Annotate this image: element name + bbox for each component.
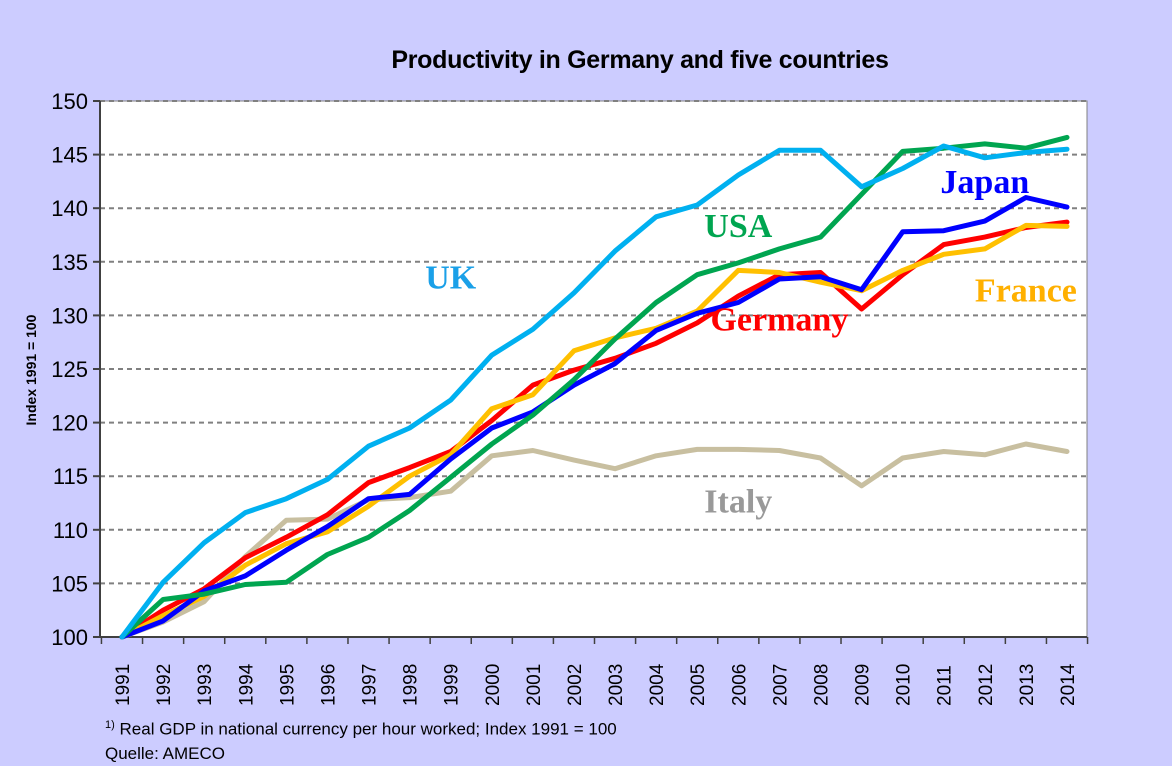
series-line-italy [119, 441, 1070, 640]
series-label-france: France [975, 272, 1077, 309]
series-label-japan: Japan [940, 164, 1029, 201]
x-tick-label: 1996 [318, 664, 339, 706]
series-label-italy: Italy [704, 484, 772, 521]
series-label-germany: Germany [710, 301, 848, 338]
x-tick-label: 1993 [195, 664, 216, 706]
x-tick-label: 2003 [606, 664, 627, 706]
y-axis-title: Index 1991 = 100 [23, 314, 39, 425]
x-tick-label: 2001 [524, 664, 545, 706]
y-tick-label: 120 [51, 411, 88, 436]
y-tick-label: 130 [51, 303, 88, 328]
x-tick-label: 2014 [1058, 663, 1079, 706]
series-label-uk: UK [425, 260, 477, 297]
x-tick-label: 2008 [811, 664, 832, 706]
x-tick-label: 2011 [935, 665, 956, 706]
footnote-text: Real GDP in national currency per hour w… [114, 719, 617, 739]
series-lines [119, 134, 1070, 640]
x-tick-label: 1991 [113, 664, 134, 706]
series-line-france [119, 222, 1070, 640]
x-tick-label: 2007 [770, 664, 791, 706]
x-tick-label: 2005 [688, 664, 709, 706]
x-tick-label: 2006 [729, 664, 750, 706]
y-tick-label: 140 [51, 196, 88, 221]
x-tick-label: 2004 [647, 663, 668, 706]
series-labels: UK USA Japan France Germany Italy [425, 164, 1077, 520]
y-tick-label: 115 [53, 464, 88, 489]
x-tick-label: 1995 [277, 664, 298, 706]
x-tick-label: 1992 [154, 664, 175, 706]
x-tick-label: 1997 [360, 664, 381, 706]
x-tick-label: 2000 [483, 664, 504, 706]
y-tick-label: 150 [51, 89, 88, 114]
y-tick-label: 135 [51, 250, 88, 275]
series-label-usa: USA [704, 208, 772, 245]
series-line-usa [119, 134, 1070, 640]
source-note: Quelle: AMECO [105, 744, 225, 763]
y-tick-label: 100 [51, 625, 88, 650]
x-tick-label: 2012 [976, 664, 997, 706]
chart-title: Productivity in Germany and five countri… [391, 46, 889, 74]
x-tick-label: 1999 [442, 664, 463, 706]
y-axis: 100 105 110 115 120 125 130 135 140 145 150 [51, 89, 101, 650]
footnote-marker: 1) [105, 719, 115, 731]
x-tick-label: 2010 [894, 664, 915, 706]
series-line-japan [119, 195, 1070, 640]
y-tick-label: 145 [51, 143, 88, 168]
y-tick-label: 110 [53, 518, 88, 543]
x-tick-label: 1998 [401, 664, 422, 706]
x-axis: 1991 1992 1993 1994 1995 1996 1997 1998 1999 2000… [100, 636, 1089, 706]
x-tick-label: 2009 [853, 664, 874, 706]
x-tick-label: 1994 [236, 663, 257, 706]
x-tick-label: 2002 [565, 664, 586, 706]
gridlines [100, 100, 1087, 585]
footnote: 1) Real GDP in national currency per hou… [105, 719, 617, 740]
x-tick-label: 2013 [1017, 664, 1038, 706]
y-tick-label: 105 [51, 571, 88, 596]
y-tick-label: 125 [51, 357, 88, 382]
series-line-uk [119, 143, 1070, 640]
